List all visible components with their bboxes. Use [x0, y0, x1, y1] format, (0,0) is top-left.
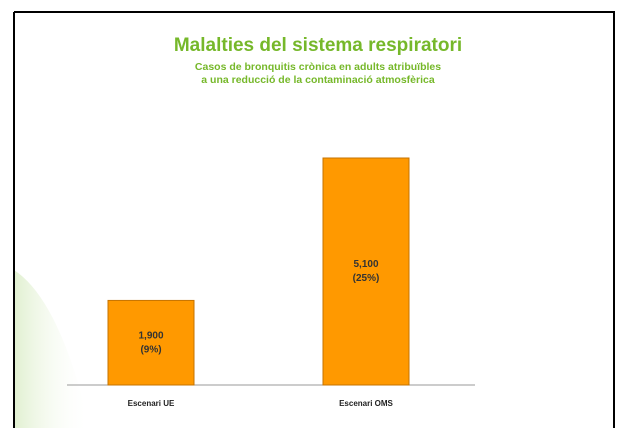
x-tick-label: Escenari UE [128, 399, 175, 408]
bar [322, 157, 410, 386]
chart-subtitle: Casos de bronquitis crònica en adults at… [195, 61, 441, 73]
chart-title: Malalties del sistema respiratori [174, 35, 462, 56]
bar [107, 299, 195, 386]
percent-label: (25%) [353, 273, 380, 284]
value-label: 1,900 [138, 330, 163, 341]
percent-label: (9%) [140, 344, 161, 355]
value-label: 5,100 [353, 259, 378, 270]
slide-border [13, 11, 615, 428]
x-tick-label: Escenari OMS [339, 399, 393, 408]
decoration [14, 270, 90, 428]
chart-subtitle: a una reducció de la contaminació atmosf… [201, 74, 435, 86]
